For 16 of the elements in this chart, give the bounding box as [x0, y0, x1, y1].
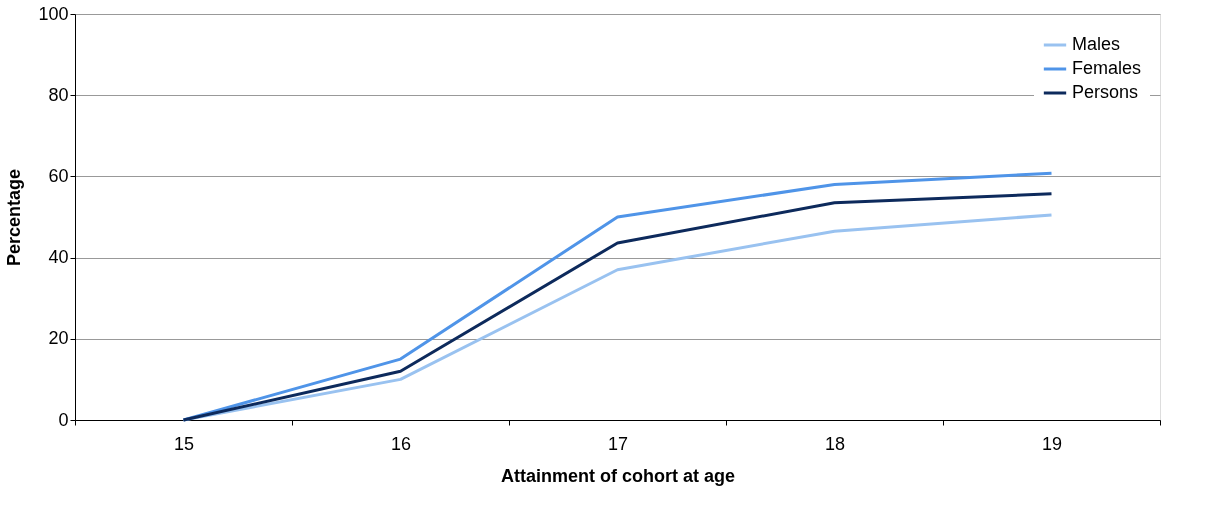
legend-label: Females	[1072, 58, 1142, 78]
y-tick-label: 0	[58, 409, 69, 430]
x-tick-label: 16	[390, 433, 412, 454]
x-tick-label: 19	[1041, 433, 1063, 454]
y-axis-title: Percentage	[4, 168, 25, 267]
legend-label: Males	[1072, 34, 1121, 54]
x-tick-label: 18	[824, 433, 846, 454]
legend-label: Persons	[1072, 82, 1139, 102]
x-axis-title: Attainment of cohort at age	[500, 465, 736, 486]
x-tick-label: 15	[173, 433, 195, 454]
y-tick-label: 100	[38, 3, 69, 24]
y-tick-label: 20	[48, 328, 69, 349]
y-tick-label: 40	[48, 247, 69, 268]
y-tick-label: 80	[48, 84, 69, 105]
y-tick-label: 60	[48, 165, 69, 186]
x-tick-label: 17	[607, 433, 629, 454]
